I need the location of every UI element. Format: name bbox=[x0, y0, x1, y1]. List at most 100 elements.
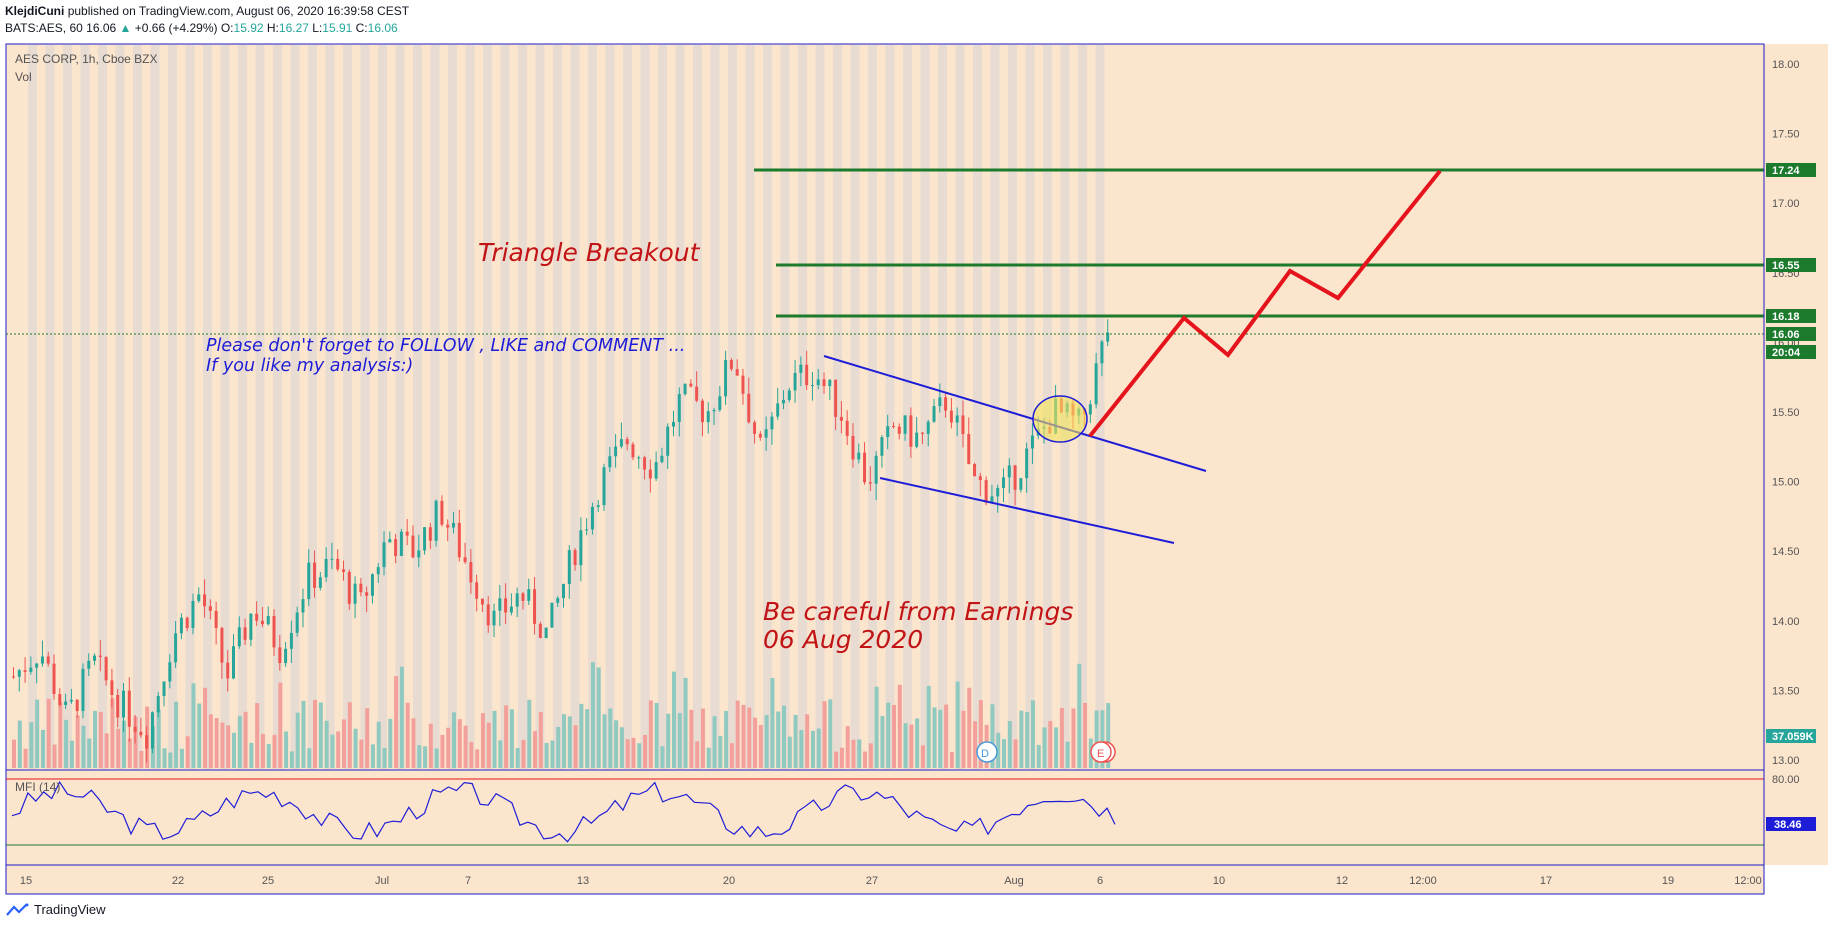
price-tag bbox=[1766, 258, 1816, 272]
session-band bbox=[798, 45, 807, 769]
volume-bar bbox=[35, 699, 40, 768]
volume-bar bbox=[926, 685, 931, 768]
candle-body bbox=[278, 647, 282, 664]
volume-bar bbox=[747, 707, 752, 768]
volume-bar bbox=[87, 738, 92, 768]
volume-bar bbox=[58, 702, 63, 768]
session-band bbox=[693, 45, 702, 769]
volume-bar bbox=[1106, 703, 1111, 768]
volume-bar bbox=[17, 720, 22, 768]
candle-body bbox=[203, 594, 207, 607]
candle-body bbox=[168, 662, 172, 682]
candle-body bbox=[509, 606, 513, 613]
volume-bar bbox=[625, 739, 630, 768]
price-tick: 13.50 bbox=[1772, 685, 1800, 697]
price-tag bbox=[1766, 309, 1816, 323]
session-band bbox=[500, 45, 510, 769]
price-tag-text: 20:04 bbox=[1772, 347, 1801, 359]
candle-body bbox=[446, 524, 450, 528]
candle-body bbox=[915, 432, 919, 447]
candle-body bbox=[156, 695, 160, 713]
volume-bar bbox=[249, 742, 254, 768]
volume-bar bbox=[434, 748, 439, 768]
session-band bbox=[80, 45, 90, 769]
volume-bar bbox=[504, 705, 509, 768]
time-tick: 20 bbox=[723, 875, 735, 887]
volume-bar bbox=[266, 744, 271, 768]
candle-body bbox=[643, 457, 647, 470]
volume-bar bbox=[938, 709, 943, 768]
volume-bar bbox=[423, 746, 428, 768]
footer-brand[interactable]: TradingView bbox=[6, 902, 106, 917]
volume-bar bbox=[480, 713, 485, 768]
candle-body bbox=[1002, 477, 1005, 488]
candle-body bbox=[596, 505, 600, 507]
channel-lower-line bbox=[879, 477, 1175, 544]
volume-bar bbox=[753, 717, 758, 768]
session-band bbox=[1095, 45, 1105, 769]
volume-bar bbox=[729, 743, 734, 768]
candle-body bbox=[463, 557, 467, 563]
candle-body bbox=[625, 439, 629, 445]
volume-bar bbox=[399, 666, 404, 768]
time-tick: 12:00 bbox=[1734, 875, 1762, 887]
volume-bar bbox=[903, 723, 908, 768]
candle-body bbox=[515, 593, 519, 607]
session-band bbox=[45, 45, 55, 769]
candle-body bbox=[17, 670, 21, 677]
volume-bar bbox=[486, 722, 491, 768]
volume-bar bbox=[880, 715, 885, 768]
candle-body bbox=[562, 584, 565, 599]
session-band bbox=[938, 45, 947, 769]
candle-body bbox=[718, 396, 722, 410]
volume-bar bbox=[313, 699, 318, 768]
price-axis-bg bbox=[1764, 44, 1828, 865]
candle-body bbox=[822, 379, 826, 387]
candle-body bbox=[573, 550, 577, 566]
candle-body bbox=[69, 699, 73, 702]
dividend-marker bbox=[976, 741, 998, 763]
candle-body bbox=[926, 421, 930, 434]
volume-bar bbox=[52, 744, 57, 768]
volume-bar bbox=[1030, 700, 1035, 768]
volume-bar bbox=[307, 748, 312, 768]
volume-bar bbox=[683, 677, 688, 768]
volume-bar bbox=[342, 719, 346, 768]
session-band bbox=[203, 45, 212, 769]
session-band bbox=[535, 45, 545, 769]
volume-bar bbox=[370, 744, 375, 768]
session-band bbox=[833, 45, 842, 769]
volume-bar bbox=[469, 741, 474, 768]
candle-body bbox=[550, 602, 554, 628]
session-band bbox=[98, 45, 107, 769]
volume-bar bbox=[839, 747, 844, 768]
session-band bbox=[28, 45, 37, 769]
time-tick: Jul bbox=[375, 875, 389, 887]
mfi-axis-tick: 80.00 bbox=[1772, 774, 1800, 786]
candle-body bbox=[504, 598, 508, 613]
candle-body bbox=[93, 655, 97, 661]
volume-bar bbox=[718, 735, 723, 768]
volume-bar bbox=[122, 720, 126, 768]
session-band bbox=[518, 45, 527, 769]
pane-title: AES CORP, 1h, Cboe BZX bbox=[15, 52, 158, 66]
candle-body bbox=[313, 562, 317, 588]
price-tick: 18.00 bbox=[1772, 59, 1800, 71]
author-name[interactable]: KlejdiCuni bbox=[5, 4, 65, 18]
mfi-value-tag bbox=[1766, 817, 1816, 831]
candle-body bbox=[654, 462, 658, 479]
candle-body bbox=[799, 364, 803, 373]
price-tick: 15.50 bbox=[1772, 407, 1800, 419]
candle-body bbox=[405, 531, 409, 536]
ohlc-legend: BATS:AES, 60 16.06 ▲ +0.66 (+4.29%) O:15… bbox=[5, 21, 398, 35]
volume-bar bbox=[405, 702, 410, 768]
candle-body bbox=[359, 583, 363, 593]
volume-bar bbox=[521, 739, 526, 768]
candle-body bbox=[868, 482, 872, 484]
volume-bar bbox=[289, 751, 294, 768]
volume-bar bbox=[764, 714, 769, 768]
close-value: 16.06 bbox=[367, 21, 398, 35]
volume-bar bbox=[527, 699, 532, 768]
price-tag-text: 37.059K bbox=[1772, 731, 1814, 743]
